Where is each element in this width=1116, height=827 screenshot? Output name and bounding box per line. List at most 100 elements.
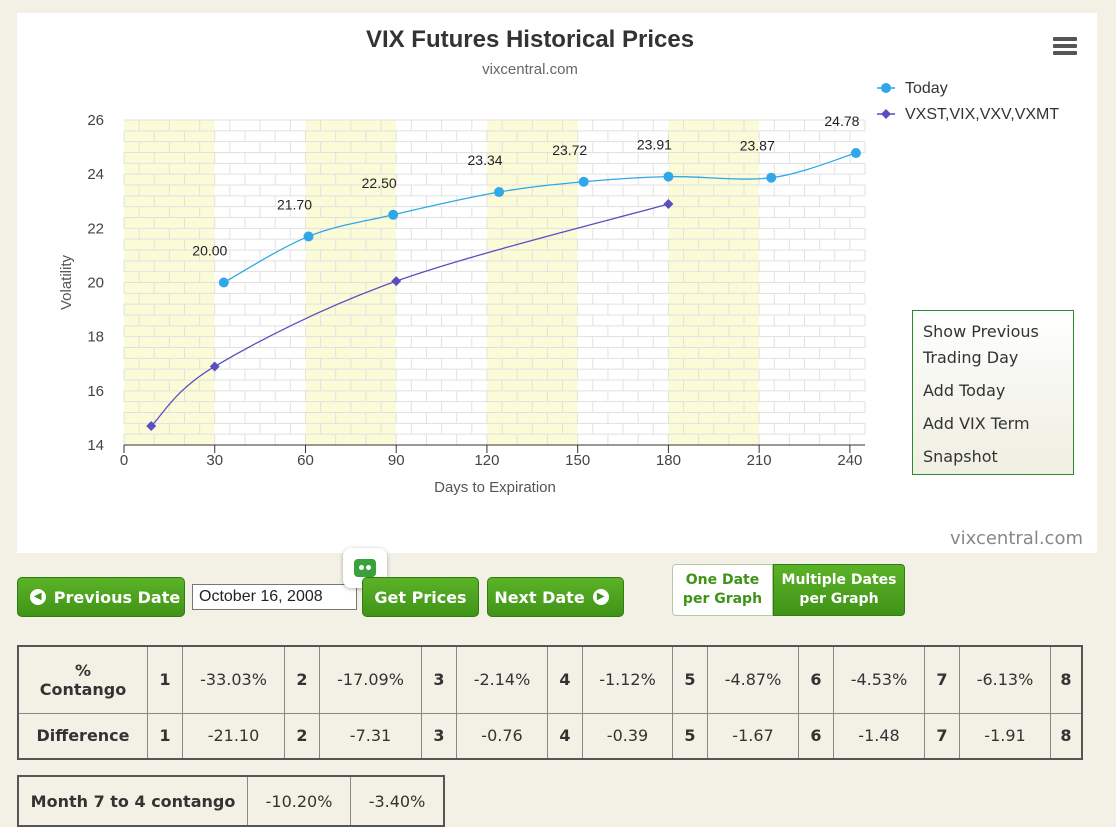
difference-cell: -1.67 bbox=[707, 712, 799, 760]
difference-cell: -0.39 bbox=[582, 712, 673, 760]
arrow-left-icon: ◀ bbox=[29, 589, 46, 605]
menu-item-show-previous[interactable]: Show Previous Trading Day bbox=[923, 322, 1039, 367]
arrow-right-icon: ▶ bbox=[592, 589, 609, 605]
series-line bbox=[150, 203, 669, 427]
month-index: 7 bbox=[924, 645, 960, 714]
legend-label: VXST,VIX,VXV,VXMT bbox=[905, 106, 1059, 123]
contango-cell: -4.53% bbox=[833, 645, 925, 714]
toggle-one-line2: per Graph bbox=[682, 591, 763, 607]
chart-credit[interactable]: vixcentral.com bbox=[949, 528, 1083, 549]
x-tick-label: 30 bbox=[206, 452, 223, 469]
data-label: 24.78 bbox=[824, 113, 859, 129]
contango-header-pct: % bbox=[74, 660, 92, 680]
data-point bbox=[146, 421, 157, 432]
x-tick-label: 90 bbox=[388, 452, 405, 469]
chart-context-menu: Show Previous Trading Day Add Today Add … bbox=[912, 310, 1074, 475]
robot-icon bbox=[354, 559, 376, 577]
data-label: 23.34 bbox=[468, 152, 503, 168]
difference-cell: -7.31 bbox=[319, 712, 422, 760]
data-point bbox=[850, 148, 861, 159]
month-index: 5 bbox=[672, 645, 708, 714]
legend-label: Today bbox=[905, 80, 948, 97]
month-index: 1 bbox=[147, 645, 183, 714]
difference-row: Difference 1 -21.10 2 -7.31 3 -0.76 4 -0… bbox=[17, 712, 1083, 760]
difference-cell: -1.48 bbox=[833, 712, 925, 760]
y-tick-label: 16 bbox=[87, 383, 104, 400]
x-tick-label: 0 bbox=[120, 452, 128, 469]
previous-date-button[interactable]: ◀ Previous Date bbox=[17, 577, 185, 617]
month-contango-label: Month 7 to 4 contango bbox=[17, 775, 248, 827]
toggle-one-date[interactable]: One Date per Graph bbox=[672, 564, 773, 616]
legend-marker bbox=[881, 109, 891, 119]
hamburger-menu-icon[interactable] bbox=[1053, 37, 1077, 57]
month-contango-row: Month 7 to 4 contango -10.20% -3.40% bbox=[17, 775, 445, 827]
data-point bbox=[663, 198, 674, 209]
month-index: 2 bbox=[284, 645, 320, 714]
menu-item-add-today[interactable]: Add Today bbox=[923, 381, 1006, 400]
contango-table: % Contango 1 -33.03% 2 -17.09% 3 -2.14% … bbox=[17, 645, 1083, 760]
data-point bbox=[766, 172, 777, 183]
legend-marker bbox=[881, 83, 891, 93]
toggle-multiple-dates[interactable]: Multiple Dates per Graph bbox=[773, 564, 905, 616]
series-line bbox=[223, 152, 857, 284]
y-axis-title: Volatility bbox=[58, 254, 75, 310]
month-contango-value-1: -10.20% bbox=[247, 775, 351, 827]
data-point bbox=[218, 277, 229, 288]
month-contango-table: Month 7 to 4 contango -10.20% -3.40% bbox=[17, 775, 445, 827]
menu-item-add-vix-term[interactable]: Add VIX Term bbox=[923, 414, 1030, 433]
month-index: 4 bbox=[547, 645, 583, 714]
month-index: 3 bbox=[421, 712, 457, 760]
data-point bbox=[663, 171, 674, 182]
chart-subtitle: vixcentral.com bbox=[482, 61, 578, 78]
difference-header: Difference bbox=[17, 712, 148, 760]
data-point bbox=[494, 187, 505, 198]
month-contango-value-2: -3.40% bbox=[350, 775, 445, 827]
month-index: 1 bbox=[147, 712, 183, 760]
get-prices-label: Get Prices bbox=[374, 587, 467, 607]
month-index: 8 bbox=[1050, 712, 1083, 760]
contango-cell: -6.13% bbox=[959, 645, 1051, 714]
chart-title: VIX Futures Historical Prices bbox=[366, 26, 694, 53]
month-index: 6 bbox=[798, 712, 834, 760]
y-tick-label: 20 bbox=[87, 275, 104, 292]
next-date-button[interactable]: Next Date ▶ bbox=[487, 577, 624, 617]
data-label: 23.87 bbox=[740, 138, 775, 154]
month-index: 3 bbox=[421, 645, 457, 714]
x-tick-label: 240 bbox=[837, 452, 862, 469]
contango-row: % Contango 1 -33.03% 2 -17.09% 3 -2.14% … bbox=[17, 645, 1083, 714]
chart-card: 0 30 60 90 120 150 180 210 240 14 16 18 20 22 24 26 VIX … bbox=[17, 13, 1097, 553]
month-index: 6 bbox=[798, 645, 834, 714]
contango-cell: -33.03% bbox=[182, 645, 285, 714]
data-point bbox=[209, 361, 220, 372]
contango-cell: -1.12% bbox=[582, 645, 673, 714]
contango-cell: -4.87% bbox=[707, 645, 799, 714]
y-tick-label: 18 bbox=[87, 329, 104, 346]
date-input[interactable] bbox=[192, 584, 357, 610]
y-tick-label: 14 bbox=[87, 437, 104, 454]
y-tick-label: 24 bbox=[87, 166, 104, 183]
data-point bbox=[391, 276, 402, 287]
toggle-multi-line2: per Graph bbox=[799, 591, 879, 607]
difference-cell: -0.76 bbox=[456, 712, 548, 760]
month-index: 5 bbox=[672, 712, 708, 760]
data-label: 21.70 bbox=[277, 196, 312, 212]
x-tick-label: 120 bbox=[474, 452, 499, 469]
x-tick-label: 150 bbox=[565, 452, 590, 469]
toggle-one-line1: One Date bbox=[685, 572, 760, 588]
data-point bbox=[578, 176, 589, 187]
contango-header: % Contango bbox=[17, 645, 148, 714]
y-tick-label: 22 bbox=[87, 220, 104, 237]
data-label: 23.72 bbox=[552, 142, 587, 158]
get-prices-button[interactable]: Get Prices bbox=[362, 577, 479, 617]
y-tick-label: 26 bbox=[87, 112, 104, 129]
x-axis-title: Days to Expiration bbox=[434, 479, 556, 496]
month-index: 8 bbox=[1050, 645, 1083, 714]
month-index: 4 bbox=[547, 712, 583, 760]
next-date-label: Next Date bbox=[494, 587, 585, 607]
contango-cell: -2.14% bbox=[456, 645, 548, 714]
data-label: 20.00 bbox=[192, 243, 227, 259]
month-index: 2 bbox=[284, 712, 320, 760]
month-index: 7 bbox=[924, 712, 960, 760]
menu-item-snapshot[interactable]: Snapshot bbox=[923, 447, 998, 466]
contango-cell: -17.09% bbox=[319, 645, 422, 714]
